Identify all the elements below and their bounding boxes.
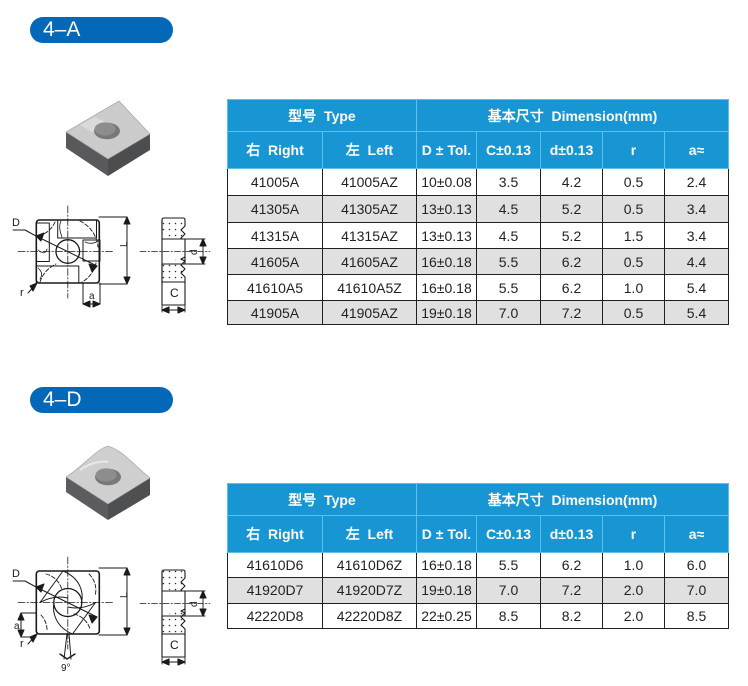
svg-text:d: d (189, 601, 200, 607)
svg-text:d: d (189, 249, 200, 255)
svg-text:9°: 9° (61, 663, 71, 674)
svg-text:L: L (119, 592, 130, 598)
svg-text:r: r (20, 638, 24, 650)
svg-text:L: L (119, 241, 130, 247)
svg-text:C: C (170, 286, 179, 300)
svg-text:C: C (170, 638, 179, 652)
svg-text:a: a (89, 291, 95, 302)
svg-text:a: a (14, 621, 20, 632)
svg-text:D: D (12, 217, 20, 229)
svg-text:r: r (20, 287, 24, 299)
svg-text:D: D (12, 568, 20, 580)
